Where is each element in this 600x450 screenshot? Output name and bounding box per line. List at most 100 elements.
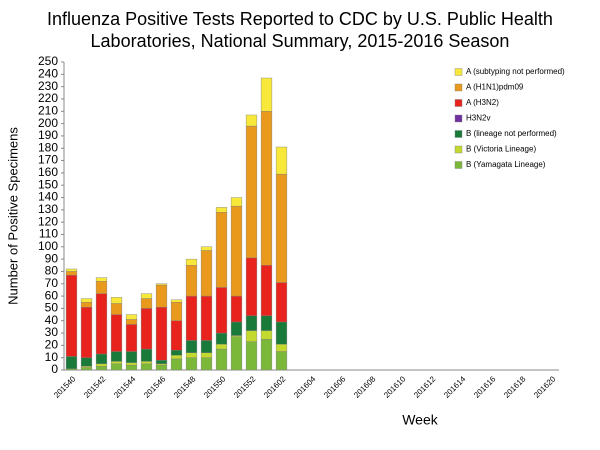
- x-tick-label: 201546: [142, 374, 168, 400]
- y-tick-label: 80: [45, 264, 59, 278]
- bar-segment: [140, 308, 153, 350]
- bar-segment: [260, 77, 273, 112]
- bar-segment: [245, 114, 258, 127]
- bar-segment: [110, 363, 123, 371]
- bar-segment: [215, 332, 228, 345]
- x-tick-label: 201540: [52, 374, 78, 400]
- bar-segment: [95, 293, 108, 355]
- bar-segment: [275, 173, 288, 283]
- bar-segment: [260, 339, 273, 371]
- bar-segment: [275, 282, 288, 323]
- legend-swatch: [454, 130, 463, 138]
- legend-swatch: [454, 145, 463, 154]
- bar-segment: [185, 265, 198, 297]
- legend-swatch: [454, 68, 463, 76]
- bar-segment: [155, 364, 168, 371]
- y-tick-label: 50: [45, 301, 59, 315]
- legend-label: A (H1N1)pdm09: [466, 83, 524, 92]
- x-tick-label: 201542: [82, 374, 108, 400]
- bar-segment: [95, 366, 108, 371]
- bar-segment: [110, 361, 123, 365]
- bar-segment: [80, 306, 93, 358]
- bar-segment: [200, 357, 213, 371]
- bar-segment: [155, 306, 168, 361]
- y-tick-label: 20: [45, 338, 59, 352]
- x-tick-label: 201608: [352, 374, 378, 400]
- y-tick-label: 140: [38, 190, 58, 204]
- bar-segment: [185, 352, 198, 358]
- legend-label: A (H3N2): [466, 98, 499, 107]
- bar-segment: [170, 350, 183, 356]
- x-tick-label: 201612: [412, 374, 438, 400]
- bar-segment: [260, 330, 273, 340]
- legend-label: H3N2v: [466, 114, 490, 123]
- bar-segment: [170, 355, 183, 360]
- bar-segment: [95, 277, 108, 282]
- x-tick-label: 201552: [232, 374, 258, 400]
- legend-label: B (Yamagata Lineage): [466, 160, 546, 169]
- bar-segment: [245, 330, 258, 342]
- bar-segment: [185, 340, 198, 353]
- x-tick-label: 201602: [262, 374, 288, 400]
- bar-segment: [215, 343, 228, 350]
- bar-segment: [65, 271, 78, 276]
- bar-segment: [245, 257, 258, 316]
- legend-label: B (Victoria Lineage): [466, 145, 536, 154]
- bar-segment: [170, 302, 183, 321]
- bar-segment: [260, 111, 273, 266]
- y-tick-label: 100: [38, 239, 58, 253]
- bar-segment: [275, 351, 288, 371]
- bar-segment: [110, 351, 123, 362]
- y-tick-label: 30: [45, 325, 59, 339]
- x-tick-label: 201616: [472, 374, 498, 400]
- bar-segment: [125, 319, 138, 325]
- y-tick-label: 40: [45, 313, 59, 327]
- bar-segment: [185, 295, 198, 341]
- bar-segment: [155, 359, 168, 365]
- x-tick-label: 201614: [442, 374, 468, 400]
- bar-segment: [200, 340, 213, 353]
- bar-segment: [230, 197, 243, 207]
- legend-label: A (subtyping not performed): [466, 67, 565, 76]
- bar-segment: [65, 268, 78, 272]
- bar-segment: [95, 281, 108, 294]
- legend-swatch: [454, 99, 463, 107]
- bar-segment: [260, 265, 273, 316]
- y-tick-label: 0: [51, 362, 58, 376]
- y-tick-label: 240: [38, 66, 58, 80]
- x-tick-label: 201606: [322, 374, 348, 400]
- bar-segment: [245, 315, 258, 331]
- x-tick-label: 201610: [382, 374, 408, 400]
- bar-segment: [185, 357, 198, 371]
- bar-segment: [215, 348, 228, 371]
- legend-label: B (lineage not performed): [466, 129, 557, 138]
- bar-segment: [200, 246, 213, 251]
- x-tick-label: 201544: [112, 374, 138, 400]
- bar-segment: [230, 336, 243, 371]
- bar-segment: [95, 363, 108, 367]
- y-tick-label: 180: [38, 140, 58, 154]
- legend-swatch: [454, 161, 463, 169]
- bar-segment: [80, 367, 93, 371]
- bar-segment: [215, 287, 228, 334]
- bar-segment: [125, 364, 138, 371]
- bar-segment: [275, 343, 288, 352]
- y-axis-label: Number of Positive Specimens: [5, 127, 20, 305]
- bar-segment: [170, 299, 183, 303]
- chart-title: Influenza Positive Tests Reported to CDC…: [47, 9, 553, 51]
- y-tick-label: 230: [38, 79, 58, 93]
- y-tick-label: 190: [38, 128, 58, 142]
- bar-segment: [140, 363, 153, 371]
- y-tick-label: 220: [38, 91, 58, 105]
- y-tick-label: 250: [38, 54, 58, 68]
- bar-segment: [155, 284, 168, 308]
- y-tick-label: 120: [38, 214, 58, 228]
- bar-segment: [245, 341, 258, 371]
- bar-segment: [275, 321, 288, 345]
- y-tick-label: 10: [45, 350, 59, 364]
- x-tick-label: 201604: [292, 374, 318, 400]
- bar-segment: [110, 297, 123, 304]
- bar-segment: [230, 321, 243, 336]
- bar-segment: [215, 207, 228, 213]
